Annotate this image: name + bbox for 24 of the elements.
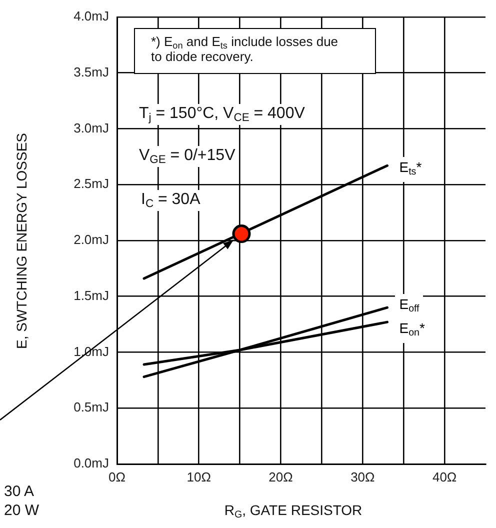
series-label: E$_{off}$	[395, 294, 424, 320]
x-tick-label: 30Ω	[350, 469, 376, 484]
text: 20 W	[4, 502, 40, 520]
y-tick-label: 4.0mJ	[74, 8, 109, 24]
series-label: E$_{ts}$*	[395, 156, 426, 182]
annotation: I$_{C}$ = 30A	[138, 190, 204, 212]
y-tick-label: 3.5mJ	[74, 64, 109, 80]
x-tick-label: 0Ω	[108, 469, 126, 484]
annotation: T$_{j}$ = 150°C, V$_{CE}$ = 400V	[136, 104, 308, 126]
y-axis-title: E, SWTCHING ENERGY LOSSES	[13, 132, 30, 349]
x-tick-label: 20Ω	[268, 469, 294, 484]
x-axis-title: R$_{G}$, GATE RESISTOR	[224, 502, 362, 522]
y-tick-label: 1.5mJ	[74, 288, 109, 303]
y-tick-label: 3.0mJ	[74, 120, 109, 136]
annotation: V$_{GE}$ = 0/+15V	[136, 146, 238, 168]
series-label: E$_{on}$*	[395, 318, 429, 344]
note-box: *) E$_{on}$ and E$_{ts}$ include losses due to diode recovery.	[134, 28, 376, 74]
text: 30 A	[4, 483, 34, 500]
x-tick-label: 40Ω	[432, 469, 457, 484]
x-tick-label: 10Ω	[186, 469, 212, 484]
y-tick-label: 0.0mJ	[74, 456, 109, 471]
y-tick-label: 2.0mJ	[74, 232, 109, 248]
y-tick-label: 2.5mJ	[74, 176, 109, 192]
y-tick-label: 0.5mJ	[74, 400, 109, 415]
